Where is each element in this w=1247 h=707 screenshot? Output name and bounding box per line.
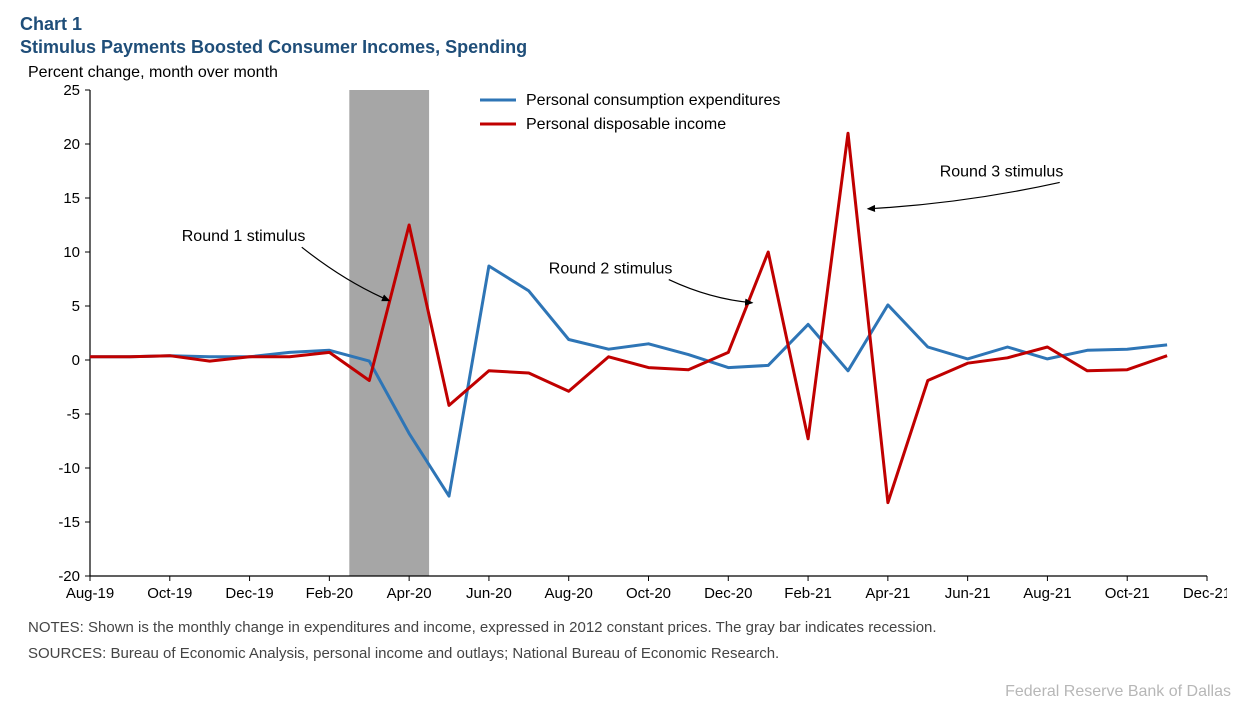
x-tick-label: Feb-20: [306, 585, 354, 602]
x-tick-label: Dec-21: [1183, 585, 1227, 602]
y-tick-label: -20: [58, 568, 80, 585]
chart-svg: -20 -15 -10 -5 0 5 10 15 20 25 Aug-19 Oct-19 Dec-19 F…: [20, 82, 1227, 612]
chart-annotation: Round 3 stimulus: [940, 163, 1064, 180]
legend-label: Personal consumption expenditures: [526, 92, 780, 109]
chart-annotation: Round 1 stimulus: [182, 228, 306, 245]
x-tick-label: Feb-21: [784, 585, 832, 602]
chart-title: Stimulus Payments Boosted Consumer Incom…: [20, 37, 1227, 58]
chart-container: Chart 1 Stimulus Payments Boosted Consum…: [0, 0, 1247, 707]
annotation-arrow: [868, 182, 1060, 208]
chart-attribution: Federal Reserve Bank of Dallas: [1005, 683, 1231, 701]
x-tick-label: Aug-20: [545, 585, 593, 602]
y-tick-label: -15: [58, 514, 80, 531]
x-tick-label: Oct-20: [626, 585, 671, 602]
y-tick-label: 0: [72, 352, 80, 369]
x-tick-label: Jun-21: [945, 585, 991, 602]
chart-sources: SOURCES: Bureau of Economic Analysis, pe…: [28, 644, 1227, 664]
chart-annotation: Round 2 stimulus: [549, 261, 673, 278]
y-axis-title: Percent change, month over month: [28, 64, 1227, 82]
x-tick-label: Jun-20: [466, 585, 512, 602]
y-tick-label: 10: [63, 244, 80, 261]
x-tick-label: Oct-21: [1105, 585, 1150, 602]
x-tick-label: Dec-20: [704, 585, 752, 602]
annotation-arrow: [669, 280, 752, 303]
y-tick-label: -5: [67, 406, 80, 423]
chart-number: Chart 1: [20, 14, 1227, 35]
x-tick-label: Apr-21: [865, 585, 910, 602]
plot-area: -20 -15 -10 -5 0 5 10 15 20 25 Aug-19 Oct-19 Dec-19 F…: [20, 82, 1227, 612]
x-tick-label: Apr-20: [387, 585, 432, 602]
series-line: [90, 266, 1167, 496]
y-tick-label: -10: [58, 460, 80, 477]
legend-label: Personal disposable income: [526, 116, 726, 133]
recession-band: [349, 90, 429, 576]
x-tick-label: Aug-19: [66, 585, 114, 602]
y-tick-label: 20: [63, 136, 80, 153]
x-tick-label: Oct-19: [147, 585, 192, 602]
y-tick-label: 15: [63, 190, 80, 207]
chart-notes: NOTES: Shown is the monthly change in ex…: [28, 618, 1227, 638]
series-line: [90, 133, 1167, 502]
x-tick-label: Dec-19: [225, 585, 273, 602]
x-tick-label: Aug-21: [1023, 585, 1071, 602]
y-tick-label: 5: [72, 298, 80, 315]
y-tick-label: 25: [63, 82, 80, 99]
